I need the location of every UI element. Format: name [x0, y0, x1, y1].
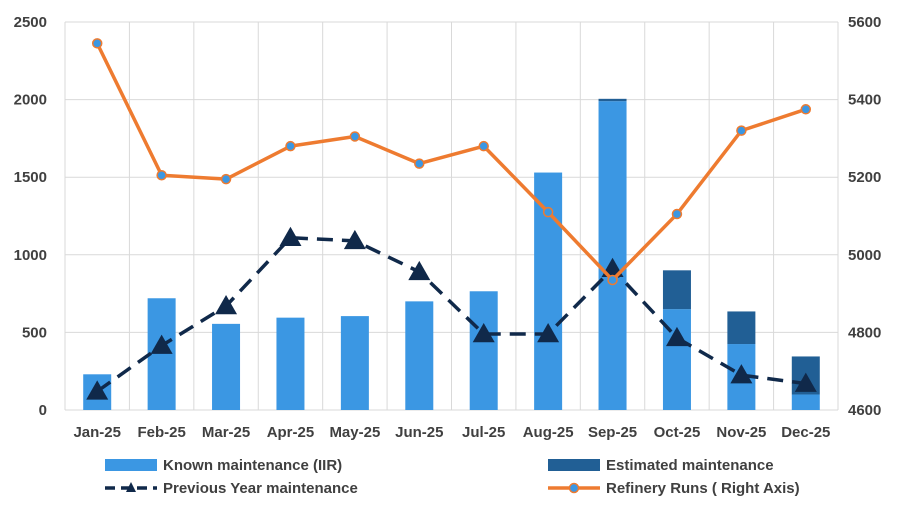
bar-series	[83, 98, 820, 410]
refinery-runs-marker-apr-25	[285, 140, 296, 152]
y-left-tick-label: 2500	[14, 14, 47, 31]
x-tick-label: Oct-25	[654, 424, 701, 441]
x-tick-label: Jun-25	[395, 424, 443, 441]
refinery-runs-marker-jan-25	[91, 38, 103, 49]
bar-known-may-25	[340, 316, 369, 410]
refinery-runs-marker-mar-25	[220, 173, 232, 185]
bar-known-feb-25	[147, 298, 176, 410]
legend-swatch	[548, 459, 600, 471]
bar-known-jul-25	[469, 291, 498, 410]
previous-year-marker-jun-25	[408, 260, 431, 281]
y-right-tick-label: 5000	[848, 247, 881, 264]
previous-year-marker-aug-25	[537, 322, 560, 343]
x-tick-label: Jul-25	[462, 424, 505, 441]
bar-estimated-nov-25	[727, 311, 756, 345]
line-series	[86, 38, 817, 400]
x-tick-label: May-25	[329, 424, 380, 441]
legend-swatch-marker	[126, 482, 136, 492]
gridlines	[64, 21, 839, 411]
legend-item-0: Known maintenance (IIR)	[105, 457, 342, 474]
refinery-runs-marker-dec-25	[800, 104, 812, 115]
refinery-runs-line	[95, 42, 807, 282]
legend-item-1: Estimated maintenance	[548, 457, 774, 474]
y-left-tick-label: 0	[39, 402, 47, 419]
x-tick-label: Jan-25	[73, 424, 121, 441]
refinery-runs-marker-aug-25	[542, 206, 554, 218]
previous-year-line	[96, 235, 807, 393]
previous-year-marker-apr-25	[279, 226, 302, 246]
refinery-runs-marker-sep-25	[607, 274, 618, 286]
y-right-tick-label: 4600	[848, 402, 881, 419]
bar-known-oct-25	[662, 309, 691, 410]
bar-known-mar-25	[212, 323, 241, 410]
x-tick-label: Mar-25	[202, 424, 250, 441]
x-tick-label: Nov-25	[716, 424, 766, 441]
y-left-tick-label: 2000	[14, 92, 47, 109]
previous-year-marker-jul-25	[472, 322, 495, 343]
legend-item-3: Refinery Runs ( Right Axis)	[548, 480, 800, 497]
x-tick-label: Sep-25	[588, 424, 637, 441]
x-tick-label: Feb-25	[137, 424, 185, 441]
y-right-tick-label: 5600	[848, 14, 881, 31]
axes: 0 500 1000 1500 2000 2500 4600 4800 5000 5200 5400…	[14, 14, 882, 441]
y-left-tick-label: 500	[22, 324, 47, 341]
refinery-runs-marker-jun-25	[414, 158, 425, 169]
legend-swatch	[105, 459, 157, 471]
legend-label: Known maintenance (IIR)	[163, 457, 342, 474]
y-right-tick-label: 4800	[848, 324, 881, 341]
x-tick-label: Apr-25	[267, 424, 315, 441]
x-tick-label: Dec-25	[781, 424, 830, 441]
bar-known-dec-25	[791, 394, 820, 410]
previous-year-marker-oct-25	[665, 326, 688, 347]
refinery-runs-marker-oct-25	[671, 208, 683, 220]
y-left-tick-label: 1000	[14, 247, 47, 264]
previous-year-marker-feb-25	[150, 334, 173, 354]
bar-known-jun-25	[405, 301, 434, 410]
bar-known-sep-25	[598, 101, 627, 410]
refinery-runs-marker-may-25	[349, 131, 361, 142]
refinery-runs-marker-feb-25	[156, 170, 167, 181]
legend-swatch-marker	[568, 482, 580, 494]
refinery-runs-marker-nov-25	[736, 125, 747, 136]
previous-year-marker-nov-25	[730, 364, 753, 384]
previous-year-marker-may-25	[343, 229, 366, 250]
y-right-tick-label: 5200	[848, 169, 881, 186]
bar-known-apr-25	[276, 317, 305, 410]
previous-year-marker-dec-25	[794, 372, 817, 392]
legend-label: Previous Year maintenance	[163, 480, 358, 497]
legend: Known maintenance (IIR) Estimated mainten…	[105, 457, 800, 497]
y-left-tick-label: 1500	[14, 169, 47, 186]
legend-item-2: Previous Year maintenance	[105, 480, 358, 497]
y-right-tick-label: 5400	[848, 92, 881, 109]
legend-label: Refinery Runs ( Right Axis)	[606, 480, 800, 497]
previous-year-marker-jan-25	[86, 380, 109, 400]
bar-estimated-oct-25	[662, 270, 691, 310]
x-tick-label: Aug-25	[523, 424, 574, 441]
previous-year-marker-mar-25	[215, 295, 238, 315]
bar-estimated-sep-25	[598, 98, 627, 102]
legend-label: Estimated maintenance	[606, 457, 774, 474]
refinery-runs-marker-jul-25	[478, 140, 489, 152]
